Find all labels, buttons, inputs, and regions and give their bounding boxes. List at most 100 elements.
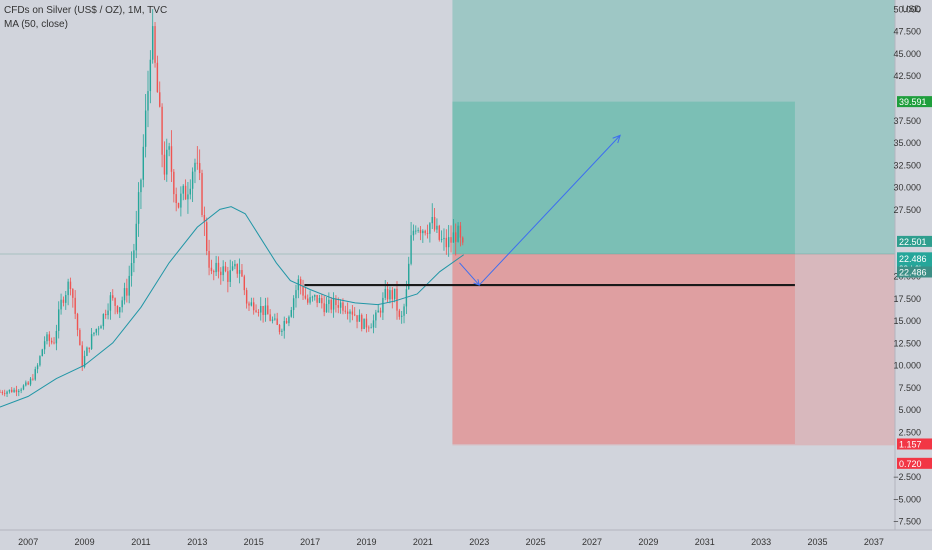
candle-body [137,192,140,224]
candle-body [323,303,325,313]
candle-body [285,320,288,324]
candle-body [151,26,154,60]
candle-body [354,314,356,316]
candle-body [321,298,323,304]
target-price-badge-bg [897,96,932,108]
candle-body [440,239,443,240]
candle-body [83,355,86,367]
candle-body [123,288,126,301]
candle-body [18,390,20,393]
candle-body [419,229,422,234]
candle-body [43,341,46,350]
candle-body [368,327,370,329]
candle-body [227,271,229,282]
x-tick-label: 2035 [807,537,827,547]
candle-body [58,309,60,331]
candle-body [79,329,81,346]
candle-body [375,312,377,321]
x-tick-label: 2009 [75,537,95,547]
candle-body [215,262,217,273]
y-tick-label: 2.500 [898,428,921,438]
candle-body [180,193,182,208]
candle-body [274,318,276,320]
candle-body [102,314,105,327]
current-price-badge: 22.486 [899,254,927,264]
candle-body [316,294,318,303]
candle-body [112,295,114,299]
y-tick-label: −7.500 [893,517,921,527]
y-tick-label: 27.500 [893,205,921,215]
candle-body [462,237,464,243]
candle-body [22,385,25,390]
candle-body [29,378,32,385]
y-tick-label: 7.500 [898,383,921,393]
candle-body [391,290,394,300]
candle-body [191,171,194,189]
candle-body [187,194,189,200]
candle-body [208,251,210,268]
x-tick-label: 2027 [582,537,602,547]
candle-body [213,271,215,273]
candle-body [55,330,58,344]
candle-body [3,393,6,395]
y-tick-label: 50.000 [893,4,921,14]
candle-body [217,262,220,272]
candle-body [255,310,257,312]
candle-body [201,173,203,215]
candle-body [116,305,119,313]
candle-body [447,237,450,248]
candle-body [198,163,201,174]
loss-zone [452,253,795,444]
candle-body [379,310,382,313]
candle-body [422,230,424,234]
candle-body [149,59,152,92]
candle-body [328,299,330,305]
candle-body [433,217,436,230]
candle-body [86,347,88,356]
candle-body [295,290,297,299]
candle-body [356,315,358,322]
candle-body [90,334,93,349]
candle-body [410,235,412,264]
candle-body [182,185,184,194]
candle-body [400,315,403,317]
candle-body [194,162,196,172]
candle-body [67,281,69,296]
candle-body [445,237,448,248]
candle-body [361,314,363,329]
candle-body [377,310,379,313]
candle-body [88,347,90,349]
candle-body [290,310,292,317]
candle-body [154,26,156,63]
y-tick-label: 35.000 [893,138,921,148]
candle-body [299,279,302,287]
candle-body [283,320,285,331]
candle-body [140,179,142,193]
candle-body [81,345,83,367]
candle-body [168,146,170,150]
candle-body [184,185,187,200]
y-tick-label: 30.000 [893,183,921,193]
candle-body [346,311,349,314]
legend: CFDs on Silver (US$ / OZ), 1M, TVC MA (5… [4,4,167,32]
indicator-label: MA (50, close) [4,19,68,30]
candle-body [396,288,398,311]
moving-average-line [0,206,464,408]
x-tick-label: 2031 [695,537,715,547]
candle-body [281,330,283,332]
candle-body [224,266,227,272]
last-price-badge-bg [897,266,932,278]
candle-body [32,378,34,380]
x-tick-label: 2033 [751,537,771,547]
candle-body [173,171,175,195]
candle-body [431,217,433,224]
candle-body [121,300,123,308]
candle-body [135,223,137,251]
candle-body [220,271,222,276]
candle-body [130,263,133,276]
candle-body [231,266,234,271]
candle-body [372,320,375,328]
y-tick-label: 15.000 [893,316,921,326]
candle-body [95,328,98,333]
